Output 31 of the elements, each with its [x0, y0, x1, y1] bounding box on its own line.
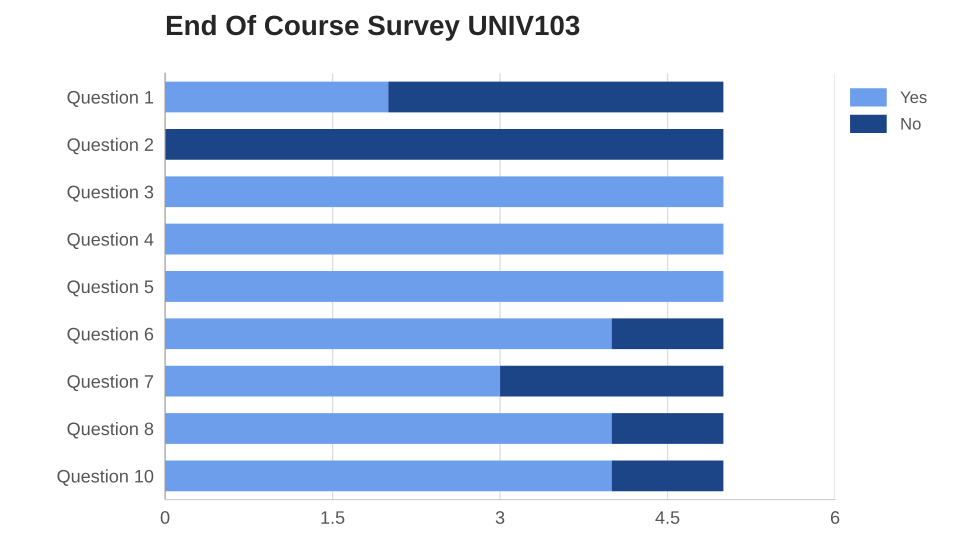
y-tick-label: Question 1: [67, 90, 154, 107]
x-tick-label: 0: [160, 511, 170, 524]
bar: [165, 128, 724, 160]
bar: [612, 460, 724, 492]
y-tick-label: Question 3: [67, 185, 154, 202]
x-tick-label: 4.5: [655, 511, 680, 524]
bar: [612, 413, 724, 444]
legend-label: Yes: [900, 92, 927, 104]
x-tick-label: 1.5: [321, 511, 344, 524]
bar: [612, 318, 724, 350]
legend-label: No: [901, 118, 921, 130]
chart-title: End Of Course Survey UNIV103: [166, 14, 580, 41]
y-tick-label: Question 4: [67, 232, 154, 250]
bar: [165, 271, 724, 302]
y-tick-label: Question 6: [67, 327, 154, 344]
bar: [388, 82, 724, 112]
x-tick-label: 3: [496, 511, 504, 524]
y-tick-label: Question 7: [67, 374, 154, 392]
y-tick-label: Question 10: [57, 469, 154, 486]
bar: [165, 176, 724, 208]
bar: [165, 366, 500, 397]
bar: [165, 460, 612, 492]
bar: [165, 318, 612, 350]
y-tick-label: Question 2: [67, 138, 154, 154]
y-tick-label: Question 8: [67, 422, 154, 438]
y-tick-label: Question 5: [67, 280, 154, 296]
bar: [500, 366, 724, 397]
bar: [165, 224, 724, 254]
bar: [165, 82, 388, 112]
bar: [165, 413, 612, 444]
x-tick-label: 6: [830, 511, 840, 524]
